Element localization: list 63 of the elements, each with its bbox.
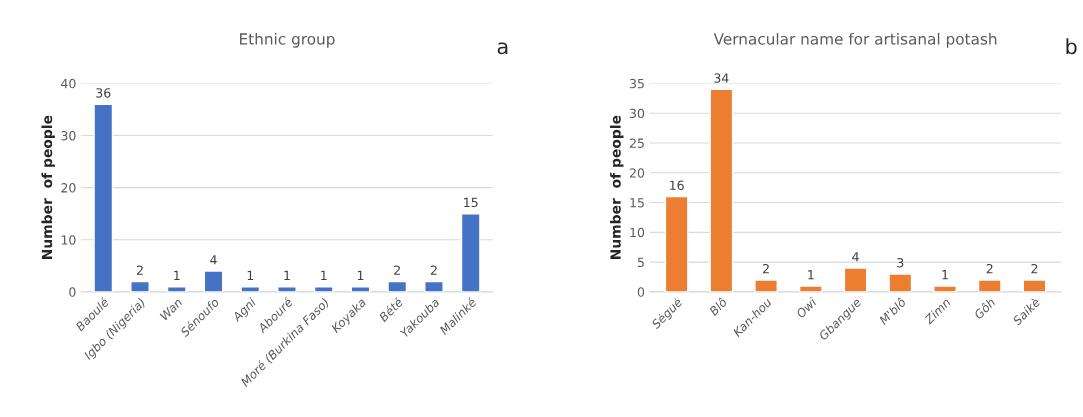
data-label: 2 [394, 265, 400, 275]
bar [709, 88, 734, 292]
y-tick-label: 35 [629, 78, 644, 89]
chart-title: Ethnic group [240, 32, 335, 48]
data-label: 4 [210, 255, 217, 265]
y-tick-label: 30 [61, 131, 76, 141]
bar [888, 273, 913, 292]
y-tick-label: 20 [61, 183, 76, 193]
data-label: 1 [321, 270, 327, 280]
bar [1022, 279, 1047, 292]
bar [664, 195, 689, 292]
x-tick-label: Blô [708, 296, 728, 317]
y-tick-label: 0 [69, 287, 76, 297]
bar [313, 285, 334, 292]
y-axis-title: Number of people [610, 115, 624, 260]
bar [387, 280, 408, 292]
bar [460, 213, 481, 292]
data-label: 1 [942, 270, 948, 280]
data-label: 1 [174, 270, 180, 280]
bar [203, 270, 224, 292]
data-label: 1 [247, 270, 254, 280]
data-label: 2 [136, 265, 143, 275]
text: b [1066, 38, 1077, 55]
y-tick-label: 30 [629, 108, 645, 119]
bar [798, 285, 823, 292]
x-tick-label: Wan [159, 297, 183, 321]
data-label: 36 [96, 88, 111, 98]
data-label: 2 [986, 263, 993, 274]
y-tick-label: 0 [637, 287, 645, 297]
bar [93, 103, 114, 292]
data-label: 1 [357, 270, 364, 280]
y-tick-label: 10 [61, 235, 76, 245]
data-label: 3 [897, 257, 904, 268]
bar [977, 279, 1002, 292]
bar [843, 267, 868, 292]
x-tick-label: Gôh [972, 296, 996, 320]
data-label: 1 [284, 270, 290, 280]
bar [933, 285, 957, 292]
y-tick-label: 10 [630, 227, 645, 238]
data-label: 15 [464, 197, 478, 208]
data-label: 16 [670, 180, 684, 190]
y-tick-label: 5 [637, 257, 644, 268]
bar [754, 279, 778, 292]
y-tick-label: 20 [629, 168, 645, 178]
bar [277, 285, 297, 292]
bar [240, 285, 261, 292]
chart-title: Vernacular name for artisanal potash [713, 32, 997, 48]
y-tick-label: 25 [629, 138, 644, 148]
bar [424, 280, 444, 292]
data-label: 1 [808, 270, 814, 280]
data-label: 2 [763, 263, 769, 274]
x-tick-label: Owi [795, 296, 818, 319]
bar [350, 285, 371, 292]
data-label: 34 [714, 73, 729, 83]
y-tick-label: 15 [630, 198, 644, 208]
data-label: 2 [430, 265, 437, 275]
text: a [497, 42, 508, 55]
data-label: 4 [852, 252, 859, 262]
y-tick-label: 40 [61, 78, 76, 89]
y-axis-title: Number of people [41, 115, 55, 260]
bar [130, 280, 150, 292]
bar [166, 285, 187, 292]
data-label: 2 [1031, 263, 1038, 274]
